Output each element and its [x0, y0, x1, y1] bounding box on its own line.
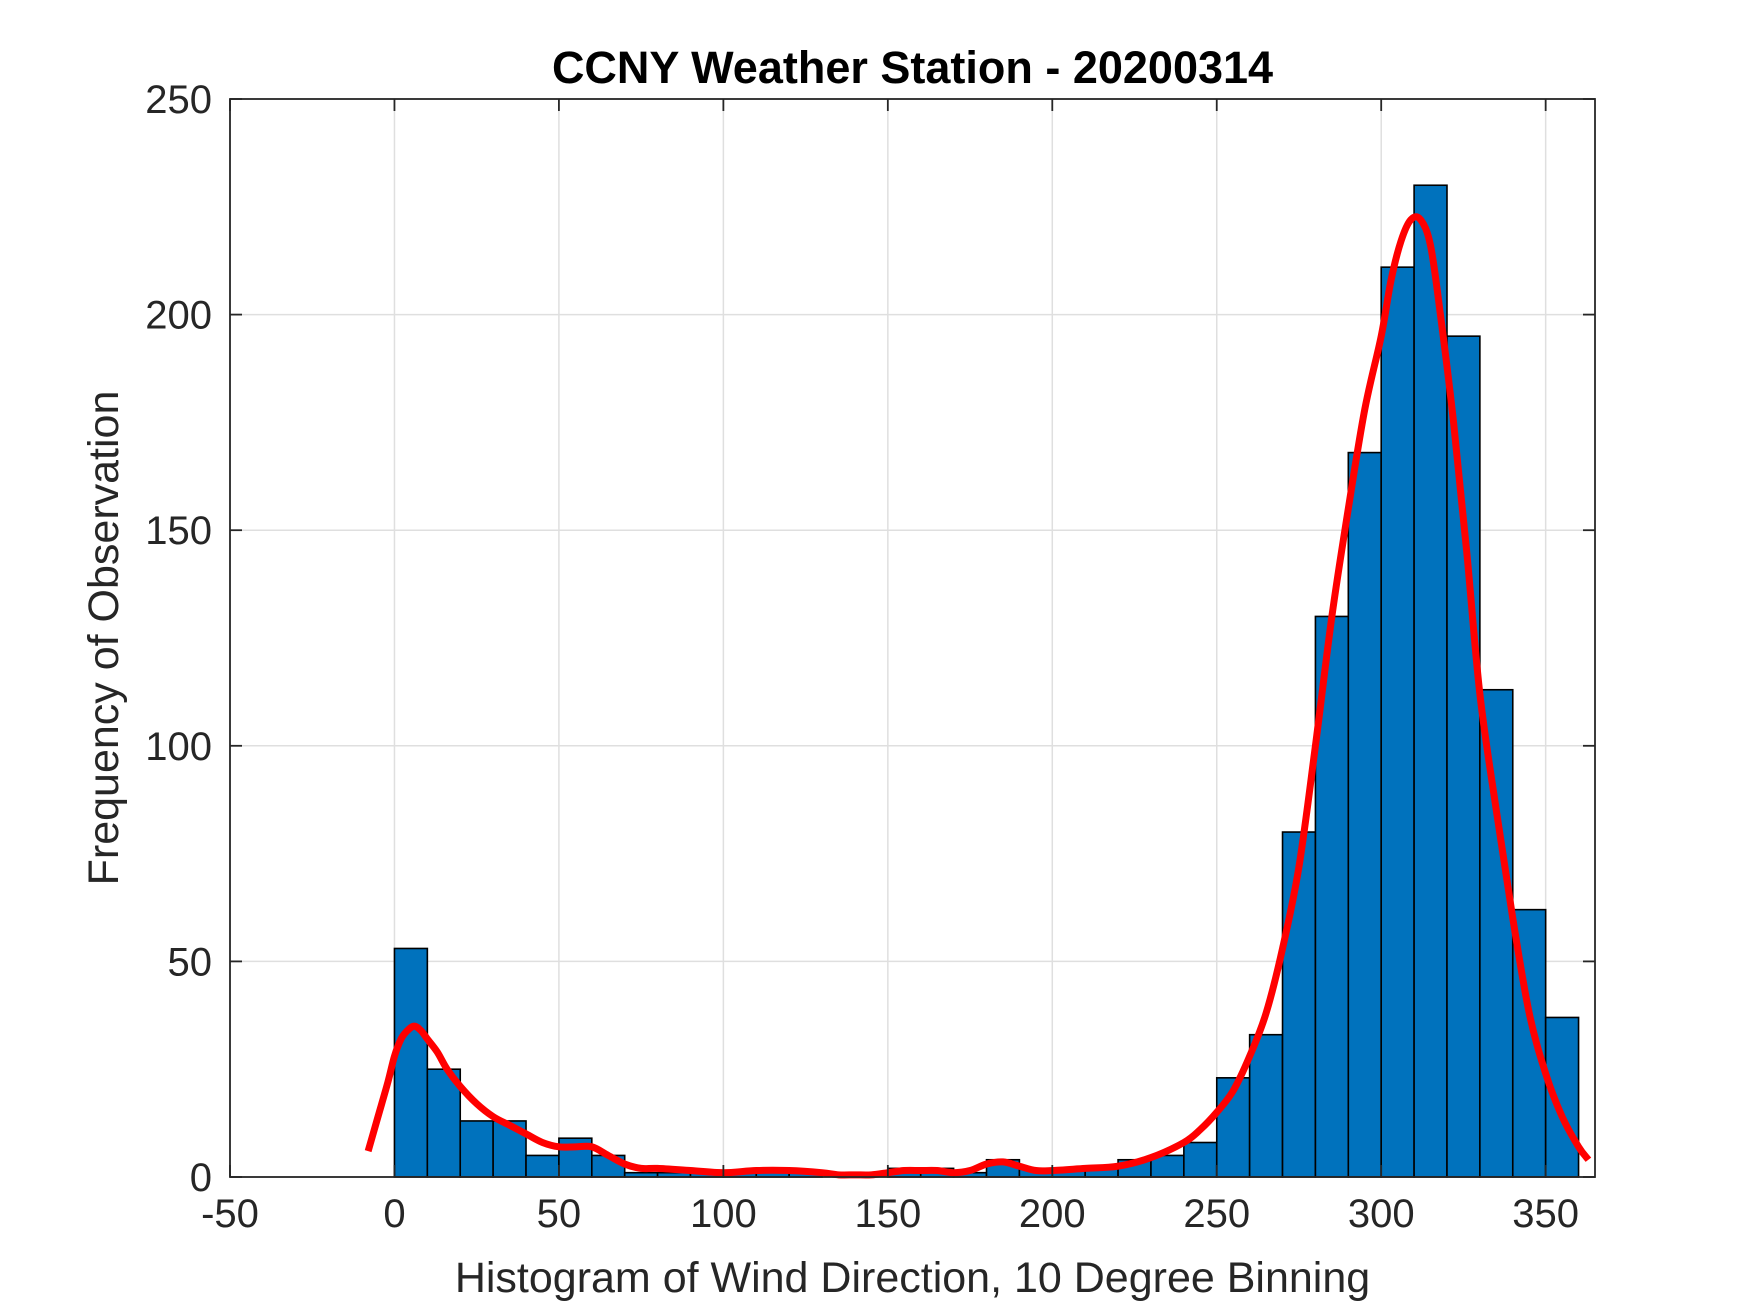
histogram-bar	[459, 1120, 494, 1178]
y-tick-label: 250	[145, 78, 212, 122]
x-tick-label: 250	[1183, 1192, 1250, 1236]
x-tick-label: -50	[201, 1192, 259, 1236]
x-tick-label: 0	[383, 1192, 405, 1236]
histogram-bar	[1248, 1033, 1284, 1178]
y-tick-label: 100	[145, 725, 212, 769]
x-tick-label: 300	[1348, 1192, 1415, 1236]
histogram-bar	[525, 1154, 560, 1178]
y-tick-label: 200	[145, 294, 212, 338]
chart-title: CCNY Weather Station - 20200314	[552, 42, 1273, 93]
x-tick-label: 200	[1019, 1192, 1086, 1236]
y-tick-label: 50	[168, 940, 213, 984]
axes-box	[229, 98, 1596, 1178]
y-tick-label: 0	[190, 1156, 212, 1200]
axes	[229, 98, 1596, 1178]
histogram-bar	[1347, 451, 1383, 1178]
histogram-bar	[1479, 688, 1514, 1178]
histogram-bar	[393, 947, 429, 1178]
x-tick-label: 350	[1512, 1192, 1579, 1236]
fit-curve	[364, 213, 1592, 1179]
histogram-bar	[1446, 335, 1481, 1178]
fit-curve-line	[364, 213, 1592, 1179]
y-tick-label: 150	[145, 509, 212, 553]
x-tick-label: 100	[690, 1192, 757, 1236]
x-tick-label: 150	[854, 1192, 921, 1236]
histogram-bar	[1380, 266, 1415, 1178]
y-axis-label: Frequency of Observation	[80, 391, 128, 886]
x-axis-label: Histogram of Wind Direction, 10 Degree B…	[455, 1254, 1370, 1302]
x-tick-label: 50	[537, 1192, 582, 1236]
histogram-bar	[1183, 1141, 1218, 1178]
